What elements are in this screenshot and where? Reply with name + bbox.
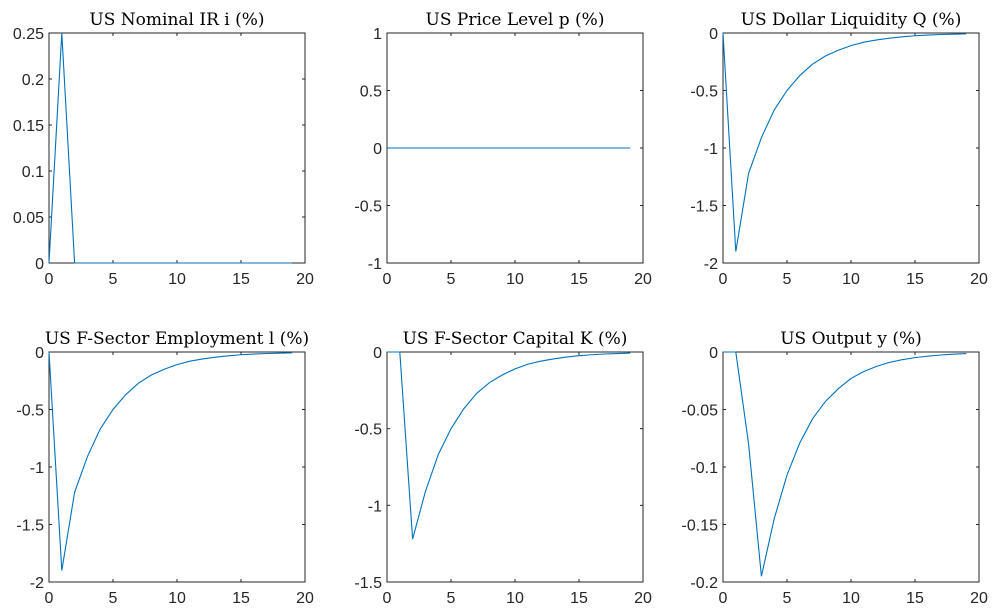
subplot-1: US Nominal IR i (%) 0 5 10 15 20 0 0.05 0.1 0.15 0…: [13, 10, 314, 288]
subplot-3: US Dollar Liquidity Q (%) 0 5 10 15 20 -2 -1.5 -…: [690, 10, 988, 288]
y-tick-label: 0: [373, 141, 382, 158]
y-tick-label: -1.5: [16, 518, 44, 535]
y-tick-label: 0.5: [360, 84, 382, 101]
subplot-2: US Price Level p (%) 0 5 10 15 20 -1 -0.5 0 0.5 1: [354, 10, 652, 288]
y-tick-label: -1: [30, 460, 44, 477]
x-tick-label: 20: [634, 271, 652, 288]
y-tick-label: 0.2: [22, 72, 44, 89]
x-tick-label: 15: [232, 271, 250, 288]
x-tick-label: 20: [634, 590, 652, 607]
y-tick-label: -0.05: [682, 403, 719, 420]
y-tick-label: -0.5: [690, 84, 718, 101]
plot-title: US Dollar Liquidity Q (%): [741, 10, 962, 30]
y-tick-label: 0: [35, 256, 44, 273]
y-tick-label: -1: [368, 256, 382, 273]
y-tick-label: -2: [704, 256, 718, 273]
x-tick-label: 10: [842, 271, 860, 288]
y-tick-label: 1: [373, 26, 382, 43]
x-tick-label: 15: [906, 271, 924, 288]
series-line: [48, 32, 293, 264]
x-tick-label: 0: [383, 590, 392, 607]
x-tick-label: 0: [719, 271, 728, 288]
series-line: [48, 351, 293, 571]
series-line: [722, 32, 967, 252]
x-tick-label: 0: [45, 271, 54, 288]
plot-title: US Output y (%): [780, 329, 922, 349]
y-tick-label: -1: [368, 498, 382, 515]
y-tick-label: 0.05: [13, 210, 44, 227]
y-tick-label: -0.5: [354, 199, 382, 216]
x-tick-label: 10: [168, 590, 186, 607]
axes-frame: [722, 351, 980, 583]
x-tick-label: 5: [783, 271, 792, 288]
y-tick-label: 0: [709, 345, 718, 362]
x-tick-label: 10: [506, 590, 524, 607]
x-tick-label: 5: [447, 271, 456, 288]
x-tick-label: 15: [232, 590, 250, 607]
y-tick-label: 0.15: [13, 118, 44, 135]
axes-frame: [48, 351, 306, 583]
y-tick-label: 0: [709, 26, 718, 43]
x-tick-label: 20: [970, 590, 988, 607]
plot-title: US F-Sector Employment l (%): [45, 329, 309, 349]
subplot-6: US Output y (%) 0 5 10 15 20 -0.2 -0.15 -0.1 -0.0…: [682, 329, 988, 607]
y-tick-label: -1.5: [690, 199, 718, 216]
x-tick-label: 20: [970, 271, 988, 288]
series-line: [723, 351, 967, 577]
axes-frame: [48, 32, 306, 264]
x-tick-label: 15: [906, 590, 924, 607]
plot-title: US Price Level p (%): [426, 10, 605, 30]
y-tick-label: -1.5: [354, 575, 382, 592]
x-tick-label: 0: [719, 590, 728, 607]
y-tick-label: 0.1: [22, 164, 44, 181]
y-tick-label: -2: [30, 575, 44, 592]
plot-title: US F-Sector Capital K (%): [403, 329, 628, 349]
series-line: [387, 351, 631, 540]
axes-frame: [386, 351, 644, 583]
y-tick-label: -0.5: [16, 403, 44, 420]
x-tick-label: 20: [296, 590, 314, 607]
x-tick-label: 15: [570, 271, 588, 288]
x-tick-label: 5: [447, 590, 456, 607]
x-tick-label: 0: [383, 271, 392, 288]
x-tick-label: 20: [296, 271, 314, 288]
y-tick-label: -0.5: [354, 422, 382, 439]
x-tick-label: 15: [570, 590, 588, 607]
x-tick-label: 10: [842, 590, 860, 607]
subplot-4: US F-Sector Employment l (%)0 5 10 15 20-2-1…: [16, 329, 314, 607]
y-tick-label: 0: [373, 345, 382, 362]
x-tick-label: 5: [783, 590, 792, 607]
y-tick-label: -0.15: [682, 518, 719, 535]
y-tick-label: -0.1: [690, 460, 718, 477]
y-tick-label: -1: [704, 141, 718, 158]
x-tick-label: 0: [45, 590, 54, 607]
plot-title: US Nominal IR i (%): [89, 10, 264, 30]
subplot-5: US F-Sector Capital K (%) 0 5 10 15 20 -1.5 -1 -…: [354, 329, 652, 607]
y-tick-label: 0: [35, 345, 44, 362]
y-tick-label: -0.2: [690, 575, 718, 592]
x-tick-label: 10: [168, 271, 186, 288]
x-tick-label: 5: [109, 271, 118, 288]
axes-frame: [722, 32, 980, 264]
x-tick-label: 10: [506, 271, 524, 288]
x-tick-label: 5: [109, 590, 118, 607]
y-tick-label: 0.25: [13, 26, 44, 43]
